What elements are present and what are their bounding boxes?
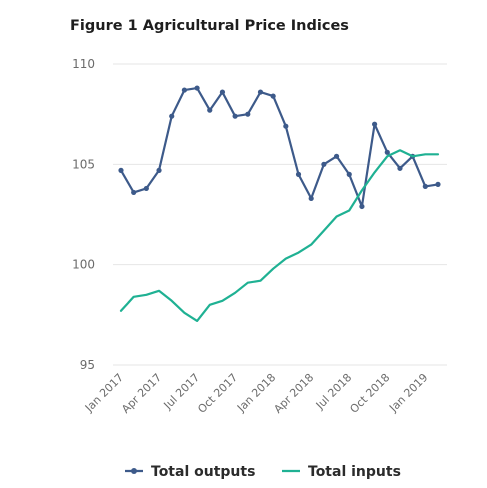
data-point	[181, 87, 187, 93]
chart-title: Figure 1 Agricultural Price Indices	[70, 18, 349, 34]
x-tick-label: Jan 2019	[386, 371, 430, 415]
data-point	[384, 149, 390, 155]
data-point	[397, 165, 403, 171]
data-point	[346, 171, 352, 177]
data-point	[333, 153, 340, 159]
data-point	[143, 185, 149, 192]
series-line-total-inputs	[119, 149, 440, 322]
x-tick-label: Jan 2017	[82, 371, 126, 415]
data-point	[283, 123, 289, 129]
data-point	[207, 107, 213, 113]
data-point	[245, 111, 251, 117]
x-tick-label: Oct 2017	[195, 371, 240, 416]
legend[interactable]: Total outputs Total inputs	[125, 464, 401, 480]
x-tick-label: Apr 2018	[271, 371, 316, 416]
data-point	[422, 183, 428, 190]
legend-item-total-outputs[interactable]: Total outputs	[125, 464, 255, 480]
data-point	[295, 171, 302, 177]
y-axis-ticks: 110 105 100 95	[72, 57, 95, 372]
gridlines	[113, 63, 447, 366]
legend-item-total-inputs[interactable]: Total inputs	[282, 464, 401, 480]
series-group	[118, 85, 441, 322]
data-point	[435, 181, 441, 187]
y-tick-label: 100	[72, 258, 95, 272]
data-point	[169, 113, 175, 119]
x-tick-label: Jan 2018	[234, 371, 278, 415]
series-line-total-outputs	[119, 86, 440, 208]
data-point	[321, 161, 327, 167]
y-tick-label: 105	[72, 157, 95, 171]
data-point	[156, 167, 162, 173]
y-tick-label: 95	[80, 358, 95, 372]
series-total-outputs	[118, 85, 441, 210]
legend-label: Total outputs	[151, 464, 255, 480]
data-point	[359, 203, 365, 210]
data-point	[118, 167, 124, 173]
series-total-inputs	[119, 149, 440, 322]
legend-label: Total inputs	[308, 464, 401, 480]
data-point	[194, 85, 200, 91]
y-tick-label: 110	[72, 57, 95, 71]
x-tick-label: Oct 2018	[347, 371, 392, 416]
data-point	[270, 93, 276, 99]
data-point	[219, 89, 226, 95]
x-tick-label: Apr 2017	[119, 371, 164, 416]
legend-marker	[131, 468, 137, 474]
data-point	[372, 121, 378, 127]
data-point	[257, 89, 264, 95]
data-point	[131, 189, 137, 196]
data-point	[308, 195, 314, 202]
data-point	[232, 113, 238, 119]
